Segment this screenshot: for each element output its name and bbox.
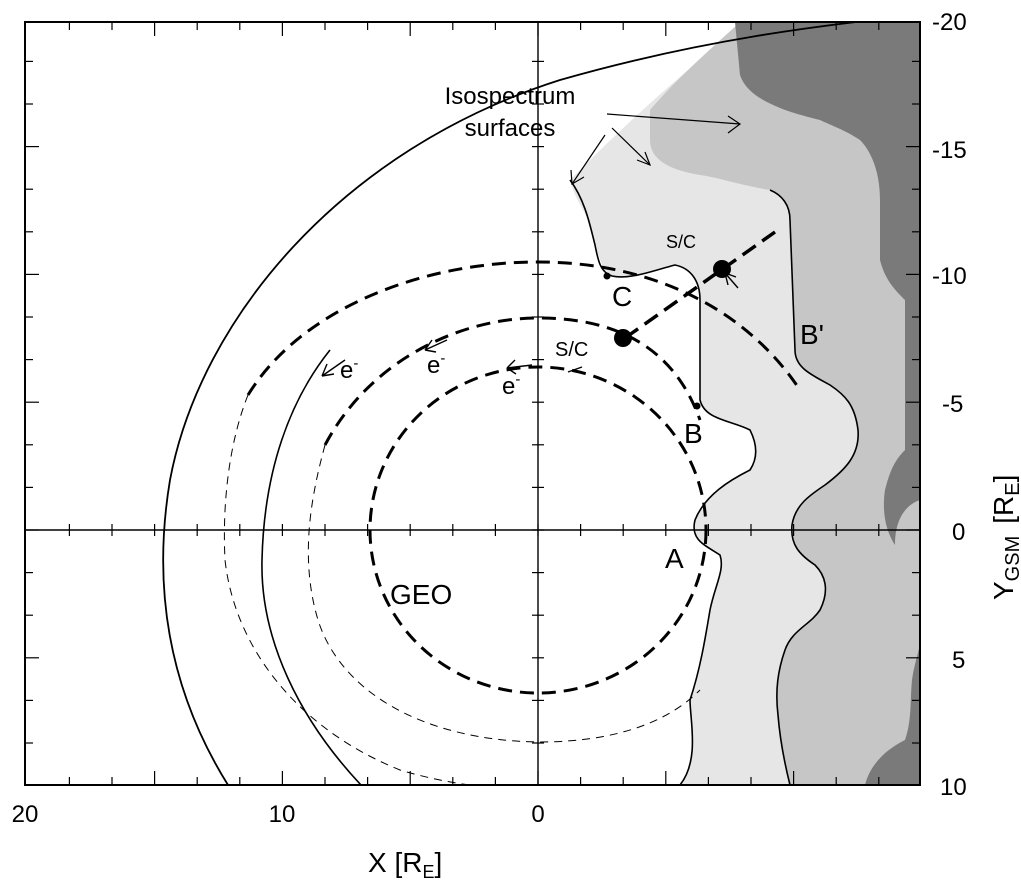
electron-label: e- (427, 350, 445, 379)
electron-charge: - (515, 371, 520, 388)
x-axis-title-main: X [R (368, 847, 422, 878)
y-tick-labels: -20 -15 -10 -5 0 5 10 (932, 9, 967, 801)
electron-symbol: e (502, 373, 515, 400)
spacecraft-marker-lower (614, 329, 632, 347)
spacecraft-label-upper: S/C (666, 232, 696, 252)
y-tick-label: 10 (940, 774, 967, 801)
drift-arrows (321, 272, 739, 377)
point-label-c: C (612, 281, 632, 312)
y-tick-label: -5 (942, 391, 963, 418)
y-tick-label: 5 (952, 647, 965, 674)
electron-charge: - (353, 355, 358, 372)
x-axis-title-end: ] (434, 847, 442, 878)
isospectrum-label-line1: Isospectrum (445, 83, 576, 110)
drift-circle-middle-bold (323, 316, 702, 446)
drift-circle-outer-thin (223, 394, 473, 785)
point-c-dot (603, 272, 611, 280)
electron-charge: - (440, 350, 445, 367)
y-axis-title-main: Y (988, 581, 1019, 600)
magnetopause-curve (162, 22, 864, 785)
plot-frame (24, 21, 921, 786)
outer-boundary-curve (261, 349, 362, 785)
x-tick-label: 0 (531, 801, 544, 828)
point-label-a: A (665, 543, 684, 574)
isospectrum-boundary-inner (569, 179, 757, 785)
y-tick-label: -15 (932, 137, 967, 164)
drift-circle-middle-thin (307, 444, 701, 743)
isospectrum-boundary-middle (769, 189, 859, 785)
x-axis-title: X [RE] (368, 847, 442, 882)
isospectrum-region-dark (735, 22, 920, 785)
drift-circle-outer-bold (246, 260, 802, 396)
geo-orbit-circle (368, 365, 708, 695)
isospectrum-region-medium (650, 22, 920, 785)
x-axis-title-subscript: E (422, 862, 434, 882)
spacecraft-trajectory (623, 230, 777, 340)
y-tick-label: -10 (932, 263, 967, 290)
electron-symbol: e (340, 357, 353, 384)
spacecraft-marker-upper (713, 260, 731, 278)
point-label-b-prime: B' (800, 319, 824, 350)
geo-label: GEO (390, 579, 452, 610)
y-axis-title: YGSM [RE] (988, 475, 1021, 600)
y-tick-label: 0 (952, 519, 965, 546)
annotations: Isospectrum surfaces GEO S/C S/C A B C B… (340, 83, 824, 610)
frame-ticks (25, 22, 920, 785)
x-tick-label: 10 (269, 801, 296, 828)
x-tick-label: 20 (12, 801, 39, 828)
y-tick-label: -20 (932, 9, 967, 36)
y-axis-title-subscript: GSM (1002, 536, 1021, 582)
y-axis-title-end: ] (988, 475, 1019, 483)
crosshair-ticks (68, 60, 880, 744)
y-axis-title-subscript2: E (1002, 482, 1021, 495)
isospectrum-pointers (570, 113, 742, 186)
spacecraft-label-lower: S/C (555, 339, 588, 361)
point-b-dot (693, 402, 701, 410)
x-tick-labels: 20 10 0 (12, 801, 545, 828)
isospectrum-label-line2: surfaces (465, 115, 556, 142)
electron-label: e- (502, 371, 520, 400)
point-label-b: B (684, 418, 703, 449)
electron-label: e- (340, 355, 358, 384)
electron-symbol: e (427, 352, 440, 379)
y-axis-title-rest: [R (988, 496, 1019, 524)
